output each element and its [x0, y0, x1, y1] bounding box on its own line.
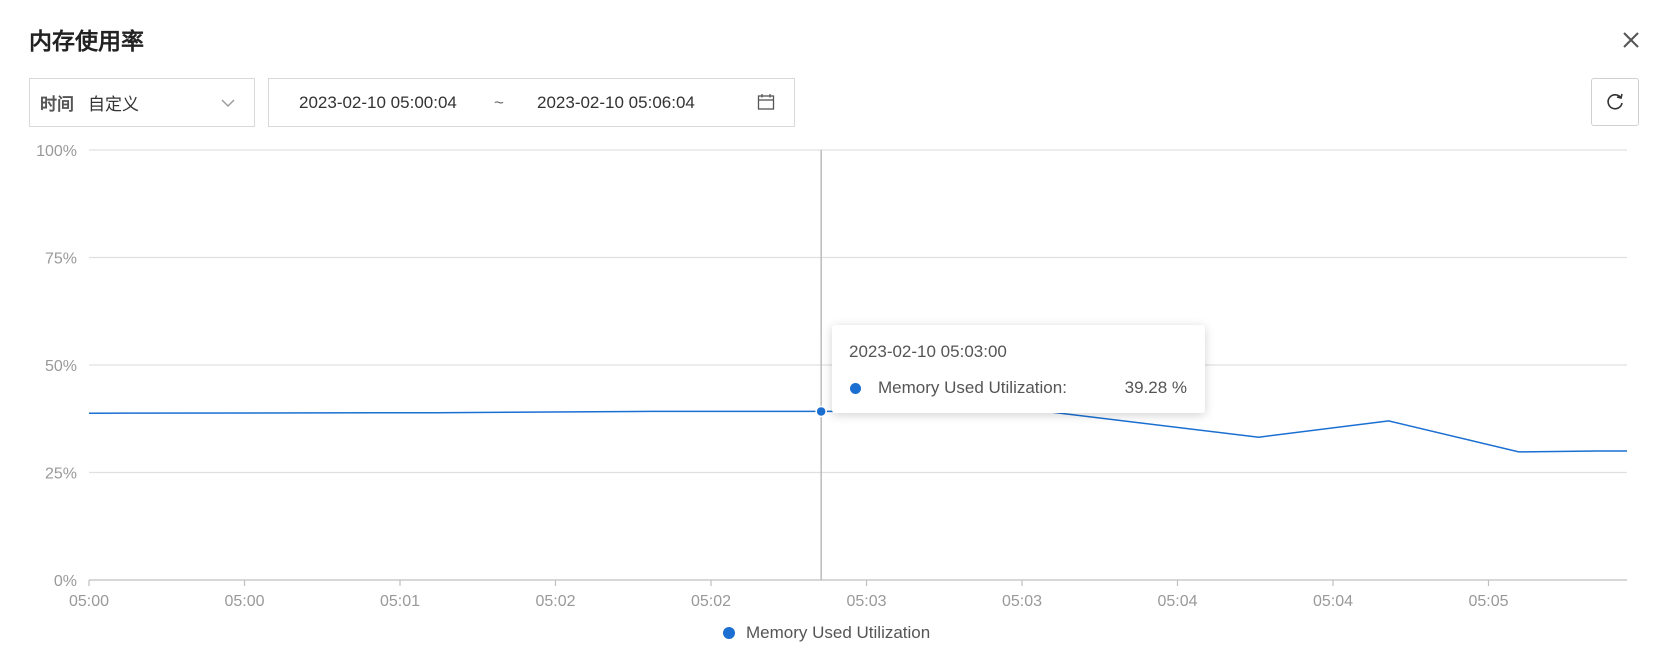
x-tick-label: 05:05 — [1468, 593, 1508, 610]
legend-label: Memory Used Utilization — [746, 623, 931, 642]
range-start-input[interactable]: 2023-02-10 05:00:04 — [299, 93, 457, 112]
refresh-button[interactable] — [1591, 78, 1639, 126]
date-range-picker[interactable]: 2023-02-10 05:00:04 ~ 2023-02-10 05:06:0… — [268, 78, 795, 127]
y-tick-label: 75% — [45, 251, 77, 268]
tooltip-time: 2023-02-10 05:03:00 — [849, 342, 1007, 361]
range-separator: ~ — [494, 93, 504, 112]
x-tick-label: 05:03 — [846, 593, 886, 610]
range-end-input[interactable]: 2023-02-10 05:06:04 — [537, 93, 695, 112]
calendar-icon[interactable] — [757, 93, 775, 111]
y-tick-label: 0% — [54, 573, 77, 590]
x-tick-label: 05:02 — [535, 593, 575, 610]
close-icon[interactable] — [1619, 28, 1643, 52]
x-tick-label: 05:01 — [380, 593, 420, 610]
y-tick-label: 25% — [45, 466, 77, 483]
hover-point — [815, 405, 827, 418]
x-tick-label: 05:02 — [691, 593, 731, 610]
x-tick-label: 05:03 — [1002, 593, 1042, 610]
x-tick-label: 05:04 — [1313, 593, 1353, 610]
tooltip-value: 39.28 % — [1124, 378, 1187, 397]
legend-dot — [723, 627, 735, 639]
time-mode-select[interactable]: 时间 自定义 — [29, 78, 255, 127]
tooltip-series-name: Memory Used Utilization: — [878, 378, 1067, 397]
tooltip-series-dot — [850, 383, 861, 394]
x-tick-label: 05:00 — [224, 593, 264, 610]
chart-tooltip: 2023-02-10 05:03:00 Memory Used Utilizat… — [832, 325, 1205, 413]
y-tick-label: 50% — [45, 358, 77, 375]
chevron-down-icon — [221, 99, 235, 107]
time-label: 时间 — [40, 95, 74, 115]
time-mode-value: 自定义 — [88, 95, 139, 115]
dialog-title: 内存使用率 — [29, 29, 144, 55]
x-tick-label: 05:00 — [69, 593, 109, 610]
legend-item-memory-used[interactable]: Memory Used Utilization — [723, 623, 930, 643]
refresh-icon — [1607, 93, 1623, 110]
y-tick-label: 100% — [36, 143, 77, 160]
x-axis: 05:00 05:00 05:01 05:02 05:02 05:03 05:03 05:04… — [69, 580, 1509, 610]
series-line-memory-used — [88, 410, 1627, 453]
y-axis: 0% 25% 50% 75% 100% — [36, 143, 77, 590]
memory-line-chart: 0%25%50%75%100% 05:00 05:00 05:01 05:02 05:0… — [36, 143, 1627, 610]
x-tick-label: 05:04 — [1157, 593, 1197, 610]
